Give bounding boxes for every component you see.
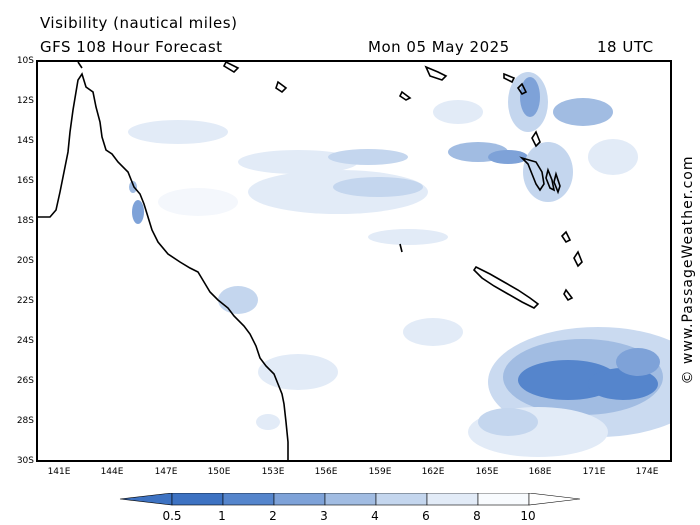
colorbar-arrow-high <box>528 493 581 506</box>
visibility-field <box>128 72 670 457</box>
lon-tick: 153E <box>261 467 285 477</box>
lon-tick: 168E <box>528 467 552 477</box>
colorbar-label: 3 <box>320 509 328 523</box>
colorbar-label: 1 <box>218 509 226 523</box>
visibility-map <box>38 62 670 460</box>
colorbar-segment <box>426 493 479 506</box>
colorbar-segment <box>222 493 275 506</box>
colorbar-arrow-low <box>119 493 173 506</box>
forecast-model: GFS 108 Hour Forecast <box>40 38 223 56</box>
lat-tick: 30S <box>16 456 34 466</box>
forecast-date: Mon 05 May 2025 <box>368 38 510 56</box>
map-title: Visibility (nautical miles) <box>40 14 238 32</box>
colorbar-label: 4 <box>371 509 379 523</box>
lon-tick: 156E <box>314 467 338 477</box>
colorbar-segment <box>171 493 224 506</box>
colorbar-label: 8 <box>473 509 481 523</box>
lat-tick: 28S <box>16 416 34 426</box>
map-frame <box>36 60 672 462</box>
credit-watermark: © www.PassageWeather.com <box>680 155 696 385</box>
lon-tick: 165E <box>475 467 499 477</box>
lat-tick: 12S <box>16 96 34 106</box>
lon-tick: 147E <box>154 467 178 477</box>
colorbar-label: 0.5 <box>162 509 182 523</box>
lon-tick: 141E <box>47 467 71 477</box>
lat-tick: 20S <box>16 256 34 266</box>
lon-tick: 144E <box>100 467 124 477</box>
lon-tick: 171E <box>582 467 606 477</box>
colorbar-segment <box>324 493 377 506</box>
colorbar-segment <box>477 493 530 506</box>
lat-tick: 14S <box>16 136 34 146</box>
lat-tick: 18S <box>16 216 34 226</box>
coastline <box>38 62 583 460</box>
lon-tick: 174E <box>635 467 659 477</box>
lat-tick: 22S <box>16 296 34 306</box>
lon-tick: 159E <box>368 467 392 477</box>
colorbar-label: 10 <box>520 509 536 523</box>
colorbar-label: 6 <box>422 509 430 523</box>
colorbar-segment <box>375 493 428 506</box>
colorbar-segment <box>273 493 326 506</box>
colorbar <box>119 493 581 506</box>
lat-tick: 10S <box>16 56 34 66</box>
lat-tick: 24S <box>16 336 34 346</box>
forecast-time: 18 UTC <box>597 38 654 56</box>
lat-tick: 16S <box>16 176 34 186</box>
lon-tick: 150E <box>207 467 231 477</box>
lon-tick: 162E <box>421 467 445 477</box>
lat-tick: 26S <box>16 376 34 386</box>
colorbar-label: 2 <box>269 509 277 523</box>
